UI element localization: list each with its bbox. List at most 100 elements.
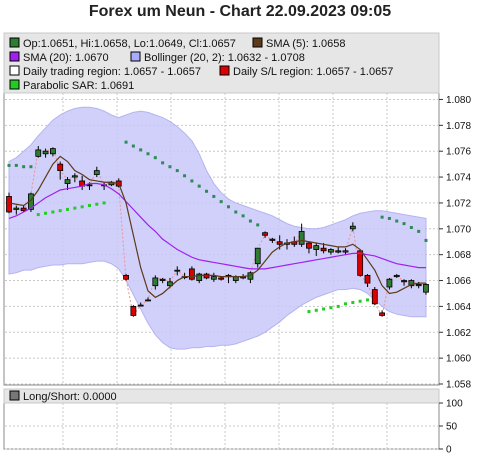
sar-dot: [336, 304, 340, 308]
legend-swatch-sl-region: [219, 65, 230, 76]
y-tick-label: 1.072: [446, 198, 471, 209]
candle-body: [371, 289, 378, 305]
sar-dot: [102, 201, 106, 205]
y-tick-label: 1.062: [446, 328, 471, 339]
sar-dot: [314, 308, 318, 312]
candle-body: [57, 163, 64, 171]
candle-body: [20, 207, 27, 212]
candle-body: [6, 196, 12, 213]
sar-dot: [205, 189, 209, 193]
candle-body: [210, 276, 217, 280]
candle-body: [415, 284, 422, 287]
candle-body: [42, 150, 49, 155]
candle-body: [276, 241, 283, 245]
candle-body: [313, 245, 320, 250]
y-tick-label: 1.066: [446, 276, 471, 287]
candle-body: [159, 278, 166, 281]
sar-dot: [402, 222, 406, 226]
sar-dot: [161, 161, 165, 165]
y-tick-label: 1.070: [446, 224, 471, 235]
candle-body: [130, 305, 137, 316]
candle-body: [145, 299, 151, 302]
candle-body: [393, 274, 400, 278]
candle-body: [269, 238, 276, 241]
legend-swatch-ohlc: [9, 37, 20, 48]
sar-dot: [183, 174, 187, 178]
sar-dot: [95, 202, 99, 206]
sar-dot: [219, 200, 223, 204]
candle-body: [306, 242, 312, 249]
sub-y-axis: 100 50 0: [439, 399, 463, 456]
sar-dot: [395, 219, 399, 223]
candle-body: [401, 280, 407, 283]
sar-dot: [226, 205, 230, 209]
legend-swatch-sma20: [9, 51, 20, 62]
chart-title: Forex um Neun - Chart 22.09.2023 09:05: [88, 3, 392, 20]
moving-averages: [8, 155, 426, 299]
sar-dot: [190, 179, 194, 183]
sub-legend-text: Long/Short: 0.0000: [23, 391, 117, 403]
candle-body: [137, 304, 144, 307]
sar-dot: [380, 215, 384, 219]
candle-body: [167, 281, 173, 287]
legend-swatch-sar: [9, 79, 20, 90]
sar-dot: [351, 301, 355, 305]
legend-text-sma5: SMA (5): 1.0658: [266, 38, 346, 50]
candle-body: [320, 247, 327, 252]
sar-dot: [424, 238, 428, 242]
candle-body: [423, 284, 429, 293]
candle-body: [364, 274, 371, 284]
candle-body: [123, 274, 129, 280]
candle-body: [64, 179, 71, 184]
candle-body: [386, 278, 393, 288]
y-tick-label: 1.074: [446, 173, 471, 184]
y-tick-label: 1.060: [446, 354, 471, 365]
sar-dot: [124, 140, 128, 144]
sar-dot: [80, 205, 84, 209]
sar-dot: [329, 306, 333, 310]
sub-y-tick-label: 100: [446, 399, 463, 410]
sub-y-tick-label: 0: [446, 445, 452, 456]
candle-body: [174, 269, 181, 272]
sar-dot: [131, 144, 135, 148]
candle-body: [335, 250, 342, 253]
legend-text-bollinger: Bollinger (20, 2): 1.0632 - 1.0708: [144, 52, 305, 64]
candle-body: [196, 273, 203, 281]
candle-body: [298, 230, 305, 245]
sar-dot: [29, 165, 33, 169]
sar-dot: [387, 216, 391, 220]
legend-text-ohlc: Op:1.0651, Hi:1.0658, Lo:1.0649, Cl:1.06…: [23, 38, 236, 50]
sar-dot: [409, 226, 413, 230]
sar-dot: [58, 209, 62, 213]
sar-dot: [146, 152, 150, 156]
legend-text-sma20: SMA (20): 1.0670: [23, 52, 109, 64]
candle-body: [49, 148, 56, 155]
candle-body: [349, 225, 356, 230]
legend-text-daily-range: Daily trading region: 1.0657 - 1.0657: [23, 66, 201, 78]
sar-dot: [51, 210, 55, 214]
sar-dot: [36, 213, 40, 217]
sar-dot: [256, 223, 260, 227]
sub-y-tick-label: 50: [446, 422, 458, 433]
candle-body: [408, 280, 415, 287]
legend-swatch-daily-range: [9, 65, 20, 76]
sar-dot: [344, 302, 348, 306]
main-y-axis: 1.080 1.078 1.076 1.074 1.072 1.070 1.068 1.066…: [439, 95, 471, 391]
legend-swatch-sma5: [252, 37, 263, 48]
candle-body: [262, 232, 268, 236]
y-tick-label: 1.068: [446, 250, 471, 261]
y-tick-label: 1.076: [446, 147, 471, 158]
legend-text-sar: Parabolic SAR: 1.0691: [23, 80, 134, 92]
candle-body: [254, 247, 261, 265]
sar-dot: [168, 165, 172, 169]
bollinger-band: [8, 106, 427, 350]
sar-dot: [307, 310, 311, 314]
sar-dot: [73, 206, 77, 210]
y-tick-label: 1.064: [446, 302, 471, 313]
sub-legend-swatch: [9, 390, 20, 401]
sar-dot: [248, 219, 252, 223]
sma20-line: [8, 182, 426, 270]
sar-dot: [44, 211, 48, 215]
candle-body: [86, 184, 93, 187]
